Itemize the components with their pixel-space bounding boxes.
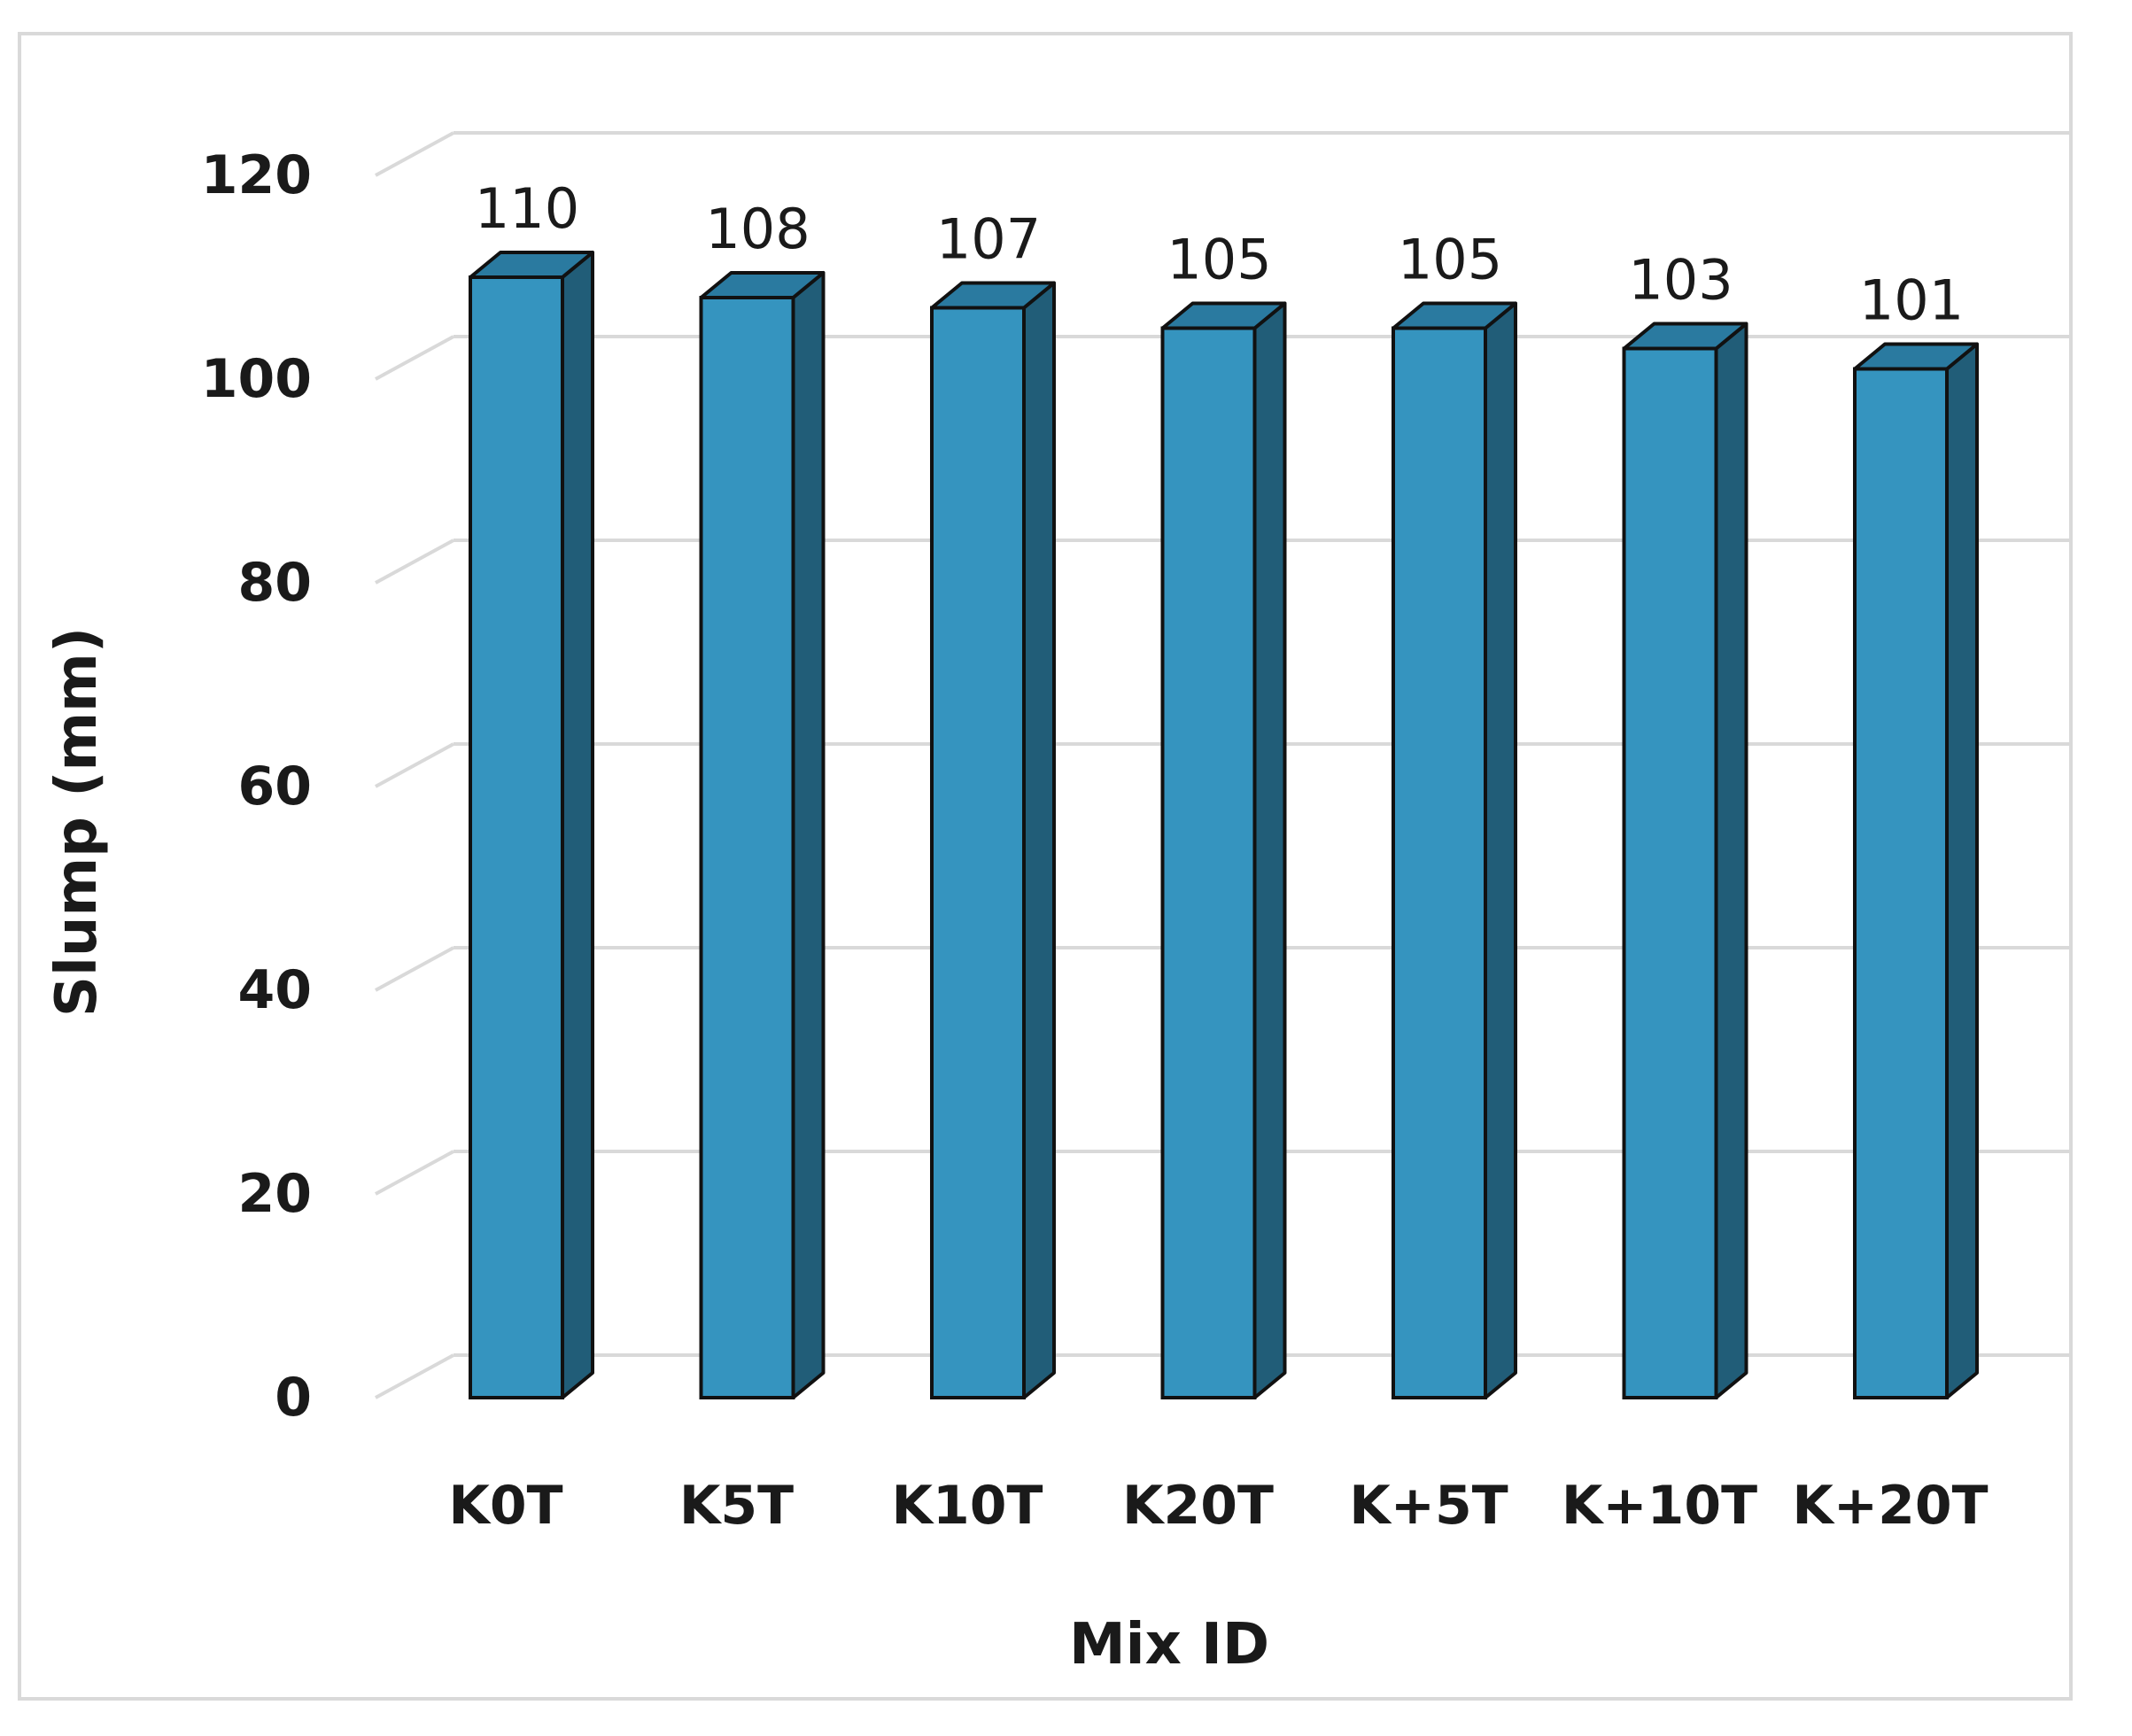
bar-K+10T — [1622, 322, 1748, 1399]
y-tick-label-100: 100 — [201, 348, 312, 410]
bar-K+5T — [1392, 301, 1517, 1399]
bar-K0T — [469, 251, 594, 1399]
gridline-diagonal-60 — [375, 742, 454, 788]
x-tick-label-K+20T: K+20T — [1792, 1475, 1988, 1537]
y-tick-label-20: 20 — [238, 1163, 313, 1225]
gridline-diagonal-80 — [375, 539, 454, 585]
bar-side-K+20T — [1945, 342, 1979, 1399]
bar-side-K20T — [1252, 301, 1287, 1399]
y-axis-ticks: 0 20 40 60 80 100 120 — [201, 144, 312, 1429]
bar-K5T — [699, 271, 826, 1399]
x-tick-label-K5T: K5T — [679, 1475, 794, 1537]
gridline-diagonal-100 — [375, 335, 454, 381]
x-tick-label-K10T: K10T — [892, 1475, 1043, 1537]
x-tick-label-K+10T: K+10T — [1562, 1475, 1757, 1537]
bar-side-K10T — [1022, 281, 1056, 1399]
y-tick-label-120: 120 — [201, 144, 312, 206]
data-label-K10T: 107 — [936, 207, 1041, 272]
data-label-K+20T: 101 — [1859, 268, 1964, 333]
x-tick-label-K+5T: K+5T — [1349, 1475, 1508, 1537]
bar-K20T — [1160, 301, 1287, 1399]
gridline-diagonal-120 — [375, 131, 454, 177]
data-label-K0T: 110 — [475, 176, 579, 241]
bar-front-K0T — [469, 275, 564, 1399]
data-label-K+5T: 105 — [1398, 228, 1502, 292]
data-label-K20T: 105 — [1167, 228, 1271, 292]
y-tick-label-0: 0 — [275, 1367, 312, 1429]
bar-side-K+10T — [1714, 322, 1748, 1399]
bar-side-K0T — [561, 251, 594, 1399]
y-tick-label-40: 40 — [238, 959, 313, 1021]
gridline-diagonal-40 — [375, 946, 454, 992]
bar-front-K+20T — [1853, 367, 1949, 1399]
bar-front-K5T — [699, 296, 795, 1399]
bar-side-K5T — [791, 271, 826, 1399]
y-tick-label-80: 80 — [238, 552, 313, 614]
x-tick-label-K0T: K0T — [448, 1475, 562, 1537]
data-label-K+10T: 103 — [1628, 248, 1733, 313]
bar-front-K+10T — [1622, 346, 1718, 1399]
bars — [469, 251, 1979, 1399]
x-axis-title: Mix ID — [1069, 1612, 1269, 1678]
x-tick-label-K20T: K20T — [1122, 1475, 1274, 1537]
x-axis-categories: K0T K5T K10T K20T K+5T K+10T K+20T — [448, 1475, 1988, 1537]
data-labels: 110 108 107 105 105 103 101 — [475, 176, 1964, 333]
bar-front-K+5T — [1392, 326, 1487, 1399]
bar-K10T — [930, 281, 1056, 1399]
gridline-diagonal-0 — [375, 1353, 454, 1399]
bar-front-K20T — [1160, 326, 1257, 1399]
y-axis-title: Slump (mm) — [44, 627, 110, 1017]
bar-K+20T — [1853, 342, 1979, 1399]
bar-side-K+5T — [1484, 301, 1517, 1399]
bar-front-K10T — [930, 306, 1026, 1399]
data-label-K5T: 108 — [705, 197, 810, 261]
gridline-diagonal-20 — [375, 1150, 454, 1196]
y-tick-label-60: 60 — [238, 756, 313, 818]
